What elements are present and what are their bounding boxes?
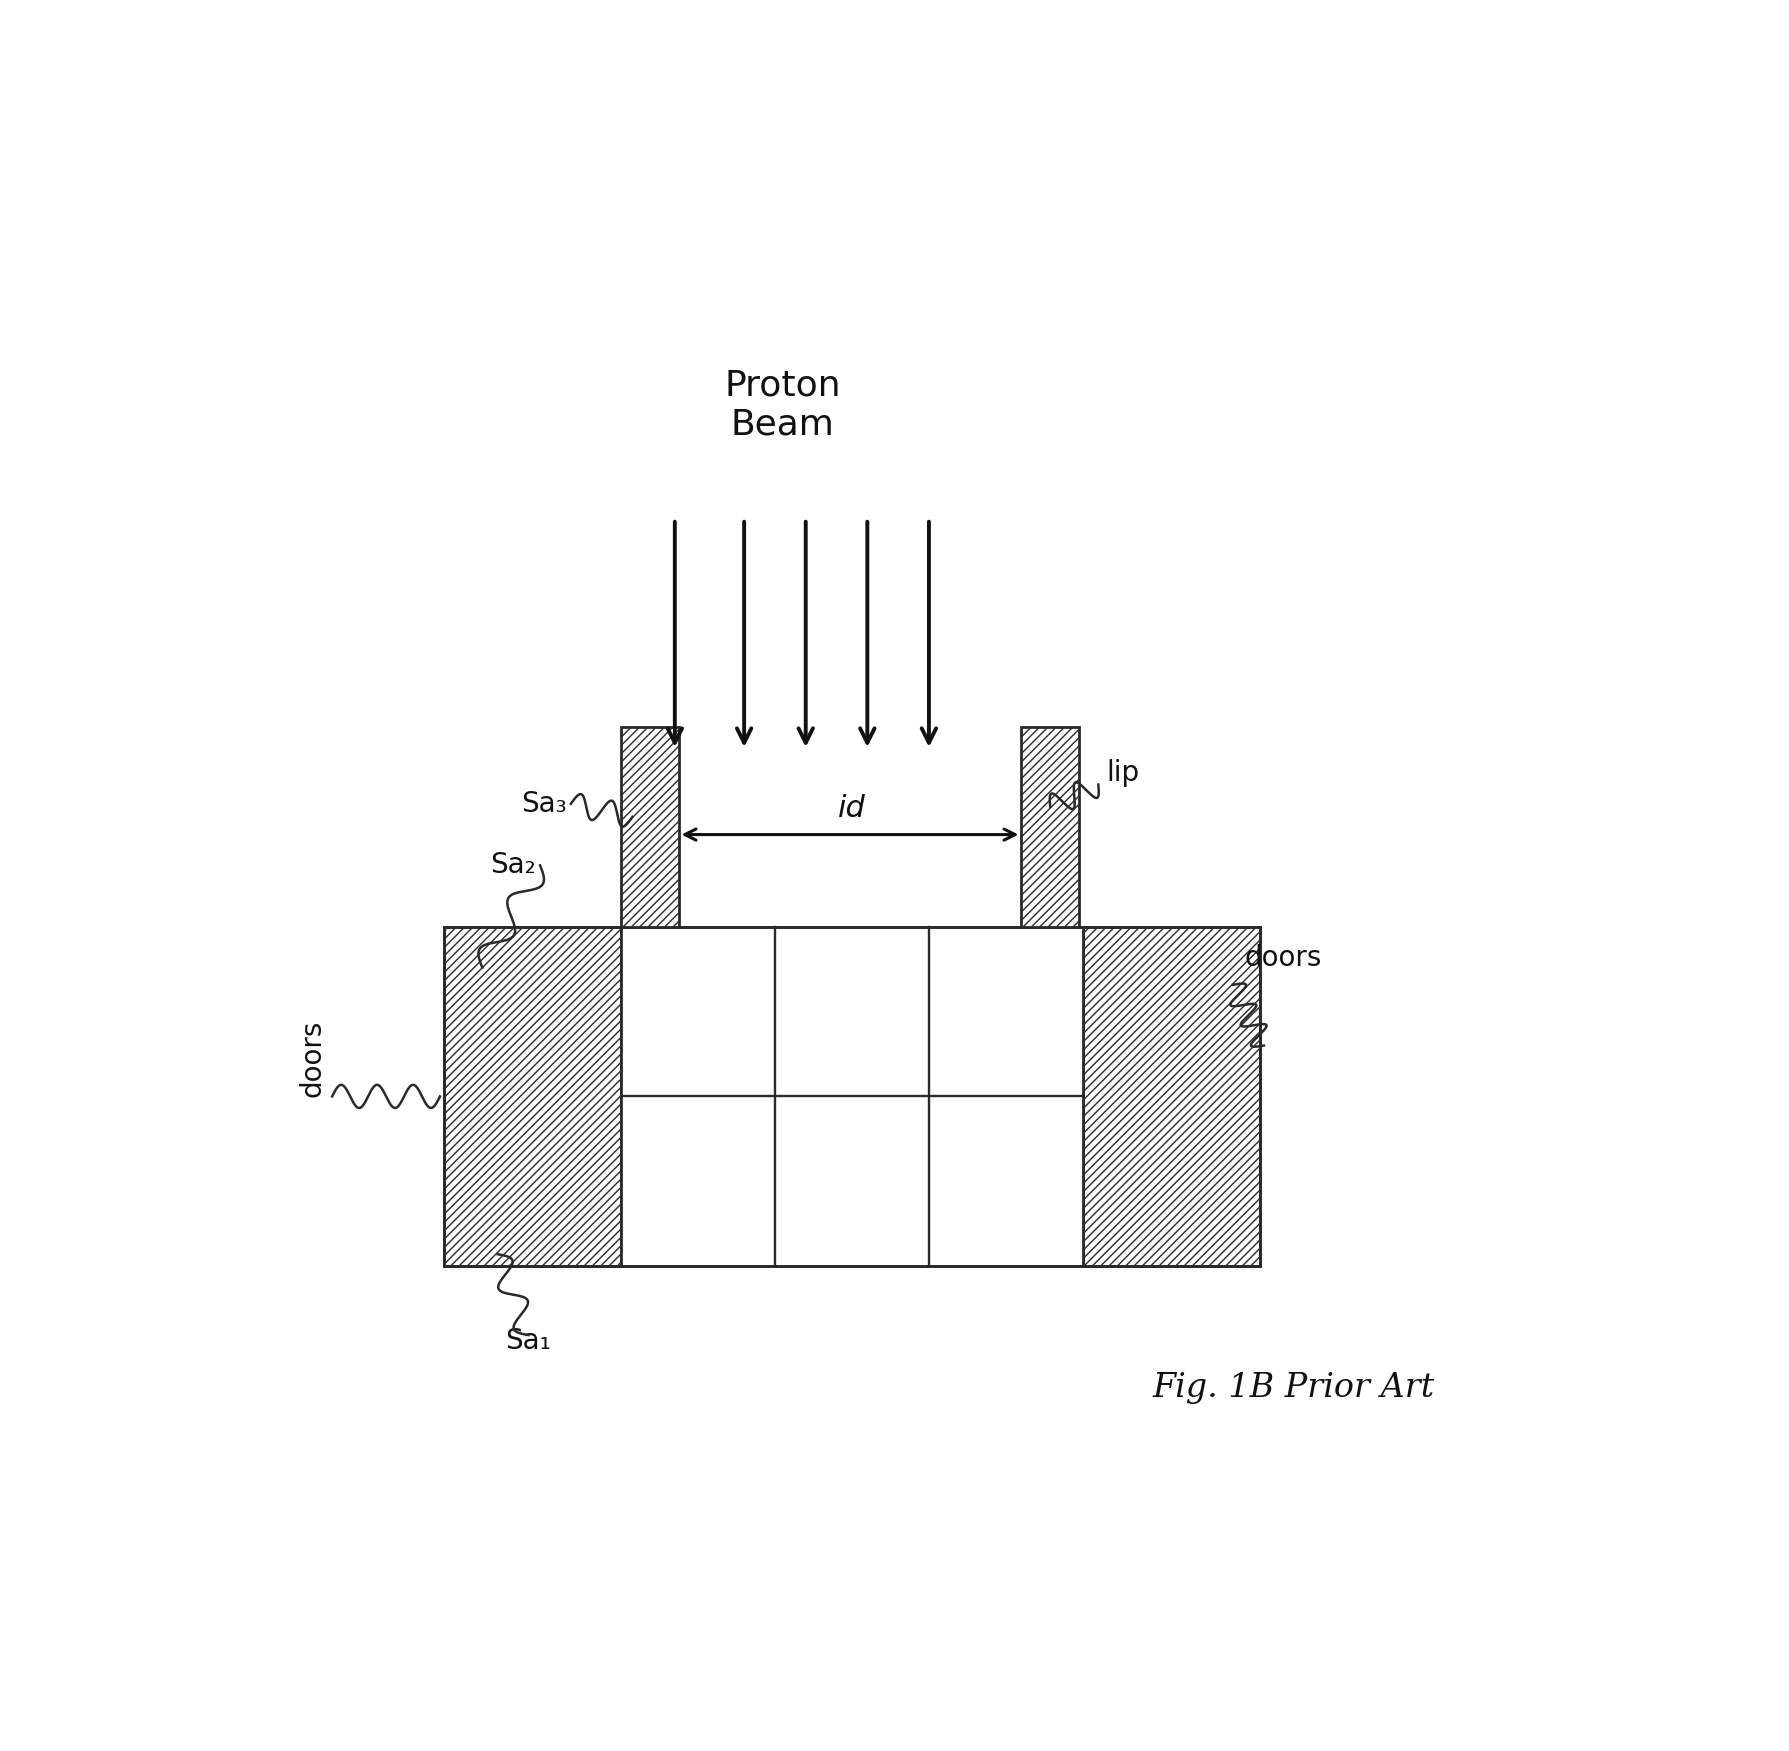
Bar bbox=[444, 926, 1259, 1266]
Bar bbox=[621, 926, 1082, 1266]
Text: id: id bbox=[837, 793, 866, 823]
Text: doors: doors bbox=[299, 1019, 327, 1096]
Bar bbox=[621, 727, 678, 926]
Text: Proton
Beam: Proton Beam bbox=[725, 368, 841, 441]
Bar bbox=[1022, 727, 1079, 926]
Text: Sa₃: Sa₃ bbox=[521, 790, 567, 818]
Text: doors: doors bbox=[1243, 944, 1322, 972]
Text: Sa₂: Sa₂ bbox=[490, 851, 537, 879]
Text: Sa₁: Sa₁ bbox=[504, 1327, 551, 1355]
Text: lip: lip bbox=[1106, 758, 1138, 786]
Bar bbox=[1082, 926, 1259, 1266]
Text: Fig. 1B Prior Art: Fig. 1B Prior Art bbox=[1152, 1373, 1433, 1404]
Bar bbox=[444, 926, 621, 1266]
